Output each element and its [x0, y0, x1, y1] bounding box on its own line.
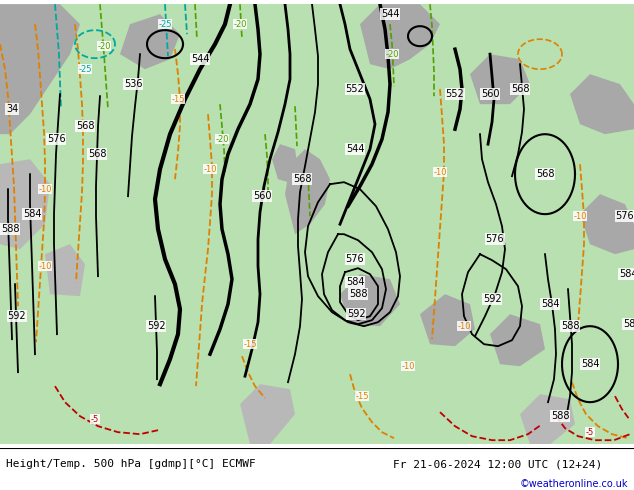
- Polygon shape: [520, 394, 575, 444]
- Text: 576: 576: [47, 134, 65, 144]
- Text: 576: 576: [346, 254, 365, 264]
- Polygon shape: [0, 4, 80, 134]
- Polygon shape: [272, 144, 298, 182]
- Text: 552: 552: [346, 84, 365, 94]
- Polygon shape: [360, 4, 440, 69]
- Text: -10: -10: [457, 321, 471, 331]
- Text: -5: -5: [91, 415, 99, 424]
- Text: -20: -20: [97, 42, 111, 50]
- Text: -25: -25: [158, 20, 172, 29]
- Text: -25: -25: [78, 65, 92, 74]
- Text: 592: 592: [146, 321, 165, 331]
- Text: 560: 560: [481, 89, 499, 99]
- Polygon shape: [490, 314, 545, 366]
- Text: 568: 568: [87, 149, 107, 159]
- Text: 584: 584: [23, 209, 41, 219]
- Text: 584: 584: [541, 299, 559, 309]
- Text: -20: -20: [216, 135, 229, 144]
- Text: 584: 584: [619, 269, 634, 279]
- Text: 568: 568: [75, 121, 94, 131]
- Text: 34: 34: [6, 104, 18, 114]
- Polygon shape: [420, 294, 475, 346]
- Text: 576: 576: [486, 234, 504, 244]
- Text: 544: 544: [346, 144, 365, 154]
- Polygon shape: [285, 149, 330, 234]
- Polygon shape: [470, 54, 530, 104]
- Text: 584: 584: [581, 359, 599, 369]
- Polygon shape: [340, 274, 400, 326]
- Polygon shape: [570, 74, 634, 134]
- Polygon shape: [120, 14, 180, 69]
- Text: ©weatheronline.co.uk: ©weatheronline.co.uk: [519, 479, 628, 489]
- Text: 592: 592: [8, 311, 27, 321]
- Text: 568: 568: [293, 174, 311, 184]
- Polygon shape: [240, 384, 295, 444]
- Text: -10: -10: [38, 185, 52, 194]
- Text: Height/Temp. 500 hPa [gdmp][°C] ECMWF: Height/Temp. 500 hPa [gdmp][°C] ECMWF: [6, 459, 256, 469]
- Text: -15: -15: [243, 340, 257, 349]
- Text: -10: -10: [38, 262, 52, 270]
- Text: 584: 584: [346, 277, 365, 287]
- Text: 552: 552: [446, 89, 464, 99]
- Text: 588: 588: [551, 411, 569, 421]
- Text: -5: -5: [586, 428, 594, 437]
- Text: Fr 21-06-2024 12:00 UTC (12+24): Fr 21-06-2024 12:00 UTC (12+24): [393, 459, 602, 469]
- Text: -20: -20: [385, 49, 399, 59]
- Text: 592: 592: [347, 309, 365, 319]
- Text: 592: 592: [482, 294, 501, 304]
- Text: 576: 576: [616, 211, 634, 221]
- Text: -15: -15: [355, 392, 369, 401]
- Text: 588: 588: [1, 224, 19, 234]
- Polygon shape: [0, 159, 50, 249]
- Text: -10: -10: [401, 362, 415, 370]
- Text: 536: 536: [124, 79, 142, 89]
- Polygon shape: [580, 194, 634, 254]
- Text: 560: 560: [253, 191, 271, 201]
- Text: -15: -15: [171, 95, 184, 104]
- Text: 588: 588: [623, 319, 634, 329]
- Polygon shape: [45, 244, 85, 296]
- Text: 568: 568: [511, 84, 529, 94]
- Text: 544: 544: [191, 54, 209, 64]
- Text: -10: -10: [204, 165, 217, 173]
- Text: 568: 568: [536, 169, 554, 179]
- Text: 544: 544: [381, 9, 399, 19]
- Text: 588: 588: [560, 321, 579, 331]
- Text: -20: -20: [233, 20, 247, 29]
- Text: -10: -10: [573, 212, 586, 220]
- Text: 588: 588: [349, 289, 367, 299]
- Text: -10: -10: [433, 168, 447, 177]
